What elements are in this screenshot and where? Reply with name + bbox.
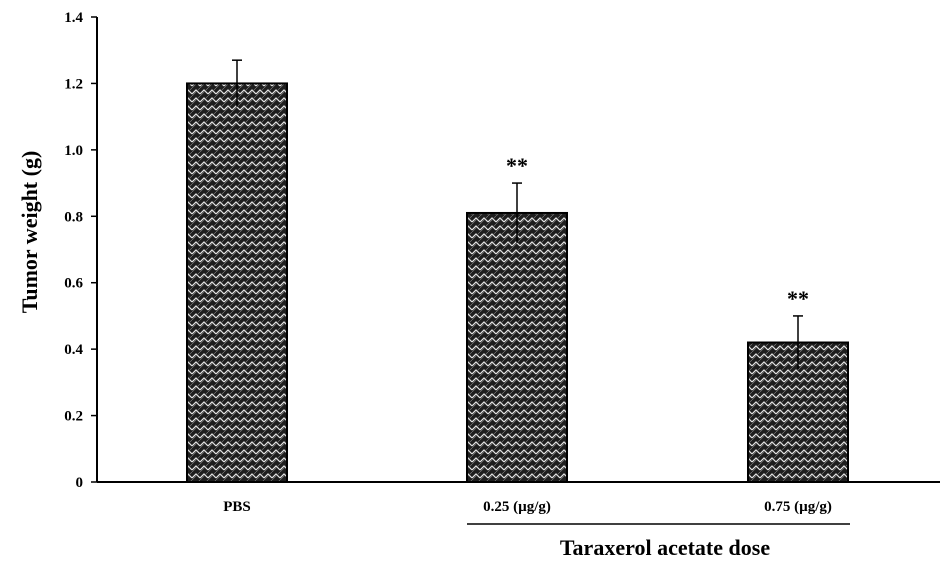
y-tick-label: 1.4 [64, 10, 83, 26]
x-tick-label: PBS [223, 499, 251, 515]
y-tick-label: 1.0 [64, 143, 83, 159]
x-tick-label: 0.75 (µg/g) [764, 499, 832, 515]
y-axis-label: Tumor weight (g) [17, 151, 42, 314]
y-tick-label: 0.8 [64, 209, 83, 225]
y-tick-label: 0.4 [64, 342, 83, 358]
x-tick-label: 0.25 (µg/g) [483, 499, 551, 515]
y-tick-label: 0 [76, 475, 84, 491]
bars: ** ** [186, 59, 849, 484]
y-tick-label: 0.6 [64, 276, 83, 292]
bar [466, 211, 568, 483]
bar [186, 82, 288, 484]
y-tick-label: 0.2 [64, 409, 83, 425]
group-label: Taraxerol acetate dose [560, 535, 770, 560]
y-tick-label: 1.2 [64, 76, 83, 92]
significance-marker: ** [787, 286, 809, 311]
significance-marker: ** [506, 153, 528, 178]
category-labels: PBS 0.25 (µg/g) 0.75 (µg/g) [223, 499, 832, 515]
